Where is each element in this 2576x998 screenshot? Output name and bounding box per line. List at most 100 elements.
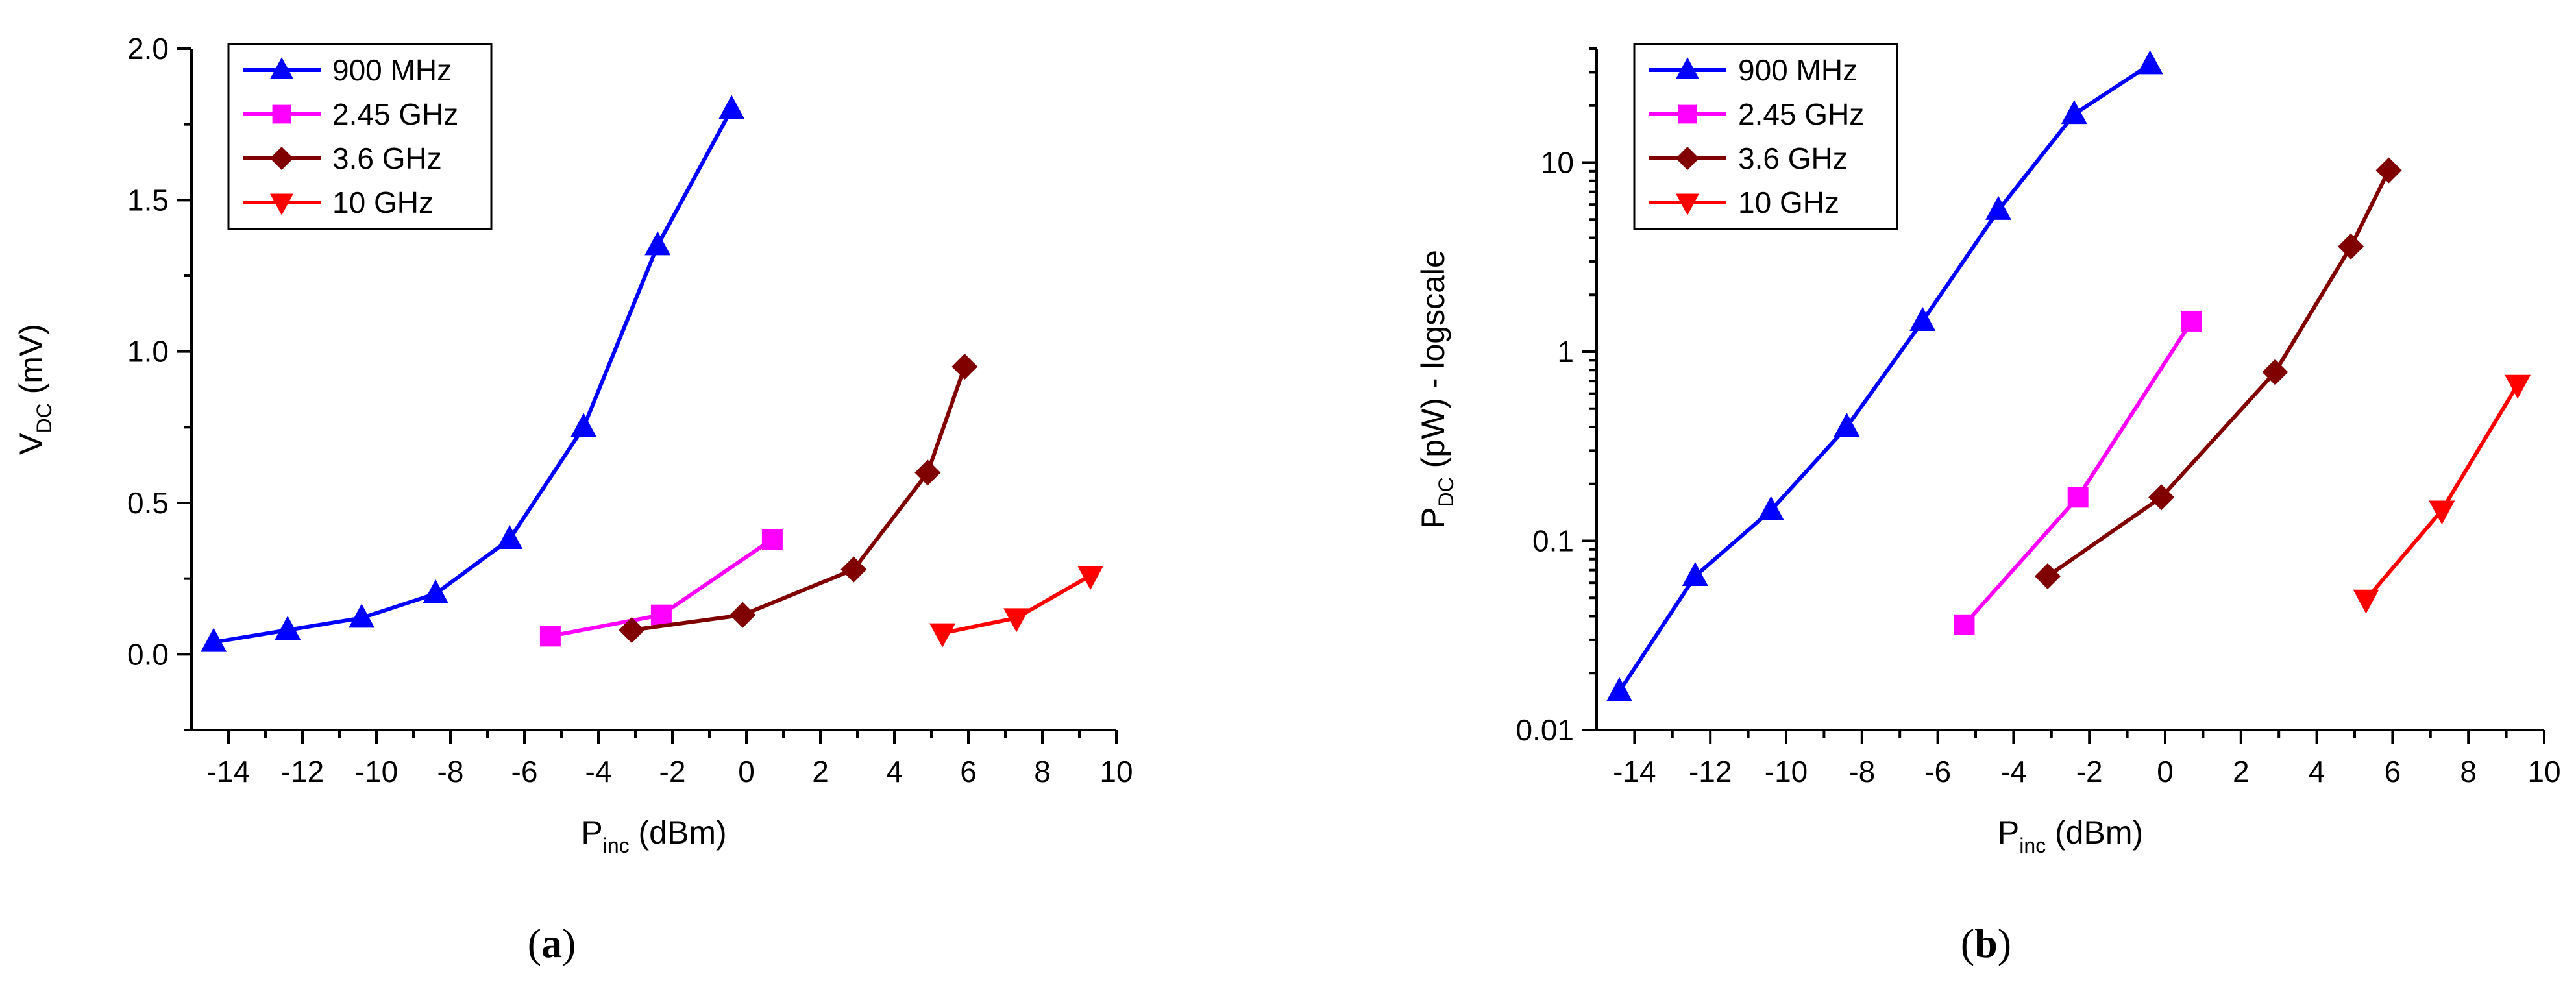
legend-label: 3.6 GHz <box>1738 141 1848 175</box>
y-tick-label: 1.0 <box>127 335 169 369</box>
series-line-3-6-ghz <box>2046 169 2391 578</box>
x-axis-title: Pinc (dBm) <box>1998 814 2143 857</box>
legend-label: 10 GHz <box>1738 186 1839 219</box>
data-point <box>730 602 756 628</box>
data-point <box>201 627 227 652</box>
data-point <box>1606 677 1633 701</box>
series-line-10-ghz <box>2364 383 2520 601</box>
legend-marker <box>1676 57 1699 79</box>
data-point <box>644 231 671 256</box>
data-point <box>2148 484 2175 511</box>
x-tick-label: -4 <box>2000 755 2027 788</box>
data-point <box>570 413 597 437</box>
data-point <box>497 525 523 549</box>
x-tick-label: 6 <box>960 755 977 788</box>
x-tick-label: -10 <box>1765 755 1808 788</box>
y-tick-label: 0.1 <box>1532 524 1574 558</box>
x-tick-label: -12 <box>1689 755 1732 788</box>
data-point <box>840 556 867 583</box>
chart-panel-a: -14 -12 -10 -8 -6 -4 -2 0 2 4 6 8 10 0.0 0.5 1.0 1.5 2.0 P… <box>13 32 1133 966</box>
data-point <box>1834 412 1860 437</box>
data-point <box>951 354 978 380</box>
x-tick-label: -14 <box>207 755 250 788</box>
x-tick-label: 4 <box>2309 755 2325 788</box>
legend-label: 900 MHz <box>1738 53 1858 87</box>
data-point <box>2338 233 2364 260</box>
x-tick-label: -10 <box>355 755 398 788</box>
x-tick-label: 2 <box>812 755 829 788</box>
data-point <box>1077 566 1104 590</box>
data-point <box>2061 100 2087 125</box>
panel-label: (a) <box>528 920 576 966</box>
data-point <box>619 617 645 643</box>
data-point <box>2181 310 2202 332</box>
legend-label: 3.6 GHz <box>332 141 442 175</box>
legend-label: 2.45 GHz <box>1738 97 1864 131</box>
x-tick-label: 0 <box>738 755 755 788</box>
legend-marker <box>1678 104 1697 124</box>
x-tick-label: 8 <box>1034 755 1051 788</box>
legend-marker <box>1676 147 1699 170</box>
y-tick-label: 1.5 <box>127 183 169 217</box>
x-tick-label: 2 <box>2233 755 2250 788</box>
x-tick-label: -8 <box>1848 755 1875 788</box>
legend-marker <box>270 193 293 215</box>
data-point <box>1954 614 1975 635</box>
y-tick-label: 10 <box>1541 146 1574 180</box>
data-point <box>349 603 375 628</box>
data-point <box>1758 496 1784 520</box>
data-point <box>761 529 783 550</box>
legend-label: 10 GHz <box>332 186 434 219</box>
data-point <box>2353 589 2379 614</box>
data-point <box>275 616 301 640</box>
data-point <box>1909 306 1936 331</box>
data-point <box>2429 500 2455 525</box>
y-tick-label: 2.0 <box>127 32 169 66</box>
data-point <box>2505 374 2531 399</box>
data-point <box>2262 359 2288 385</box>
x-tick-label: 10 <box>1099 755 1133 788</box>
data-point <box>650 604 672 626</box>
panel-label: (b) <box>1961 920 2011 966</box>
y-tick-label: 0.0 <box>127 637 169 671</box>
data-point <box>2137 50 2163 75</box>
series-line-900-mhz <box>213 108 733 644</box>
y-tick-label: 0.01 <box>1515 713 1574 747</box>
x-tick-label: -12 <box>281 755 324 788</box>
data-point <box>2034 563 2061 590</box>
x-tick-label: 8 <box>2460 755 2477 788</box>
data-point <box>929 623 956 648</box>
x-tick-label: -14 <box>1613 755 1656 788</box>
chart-panel-b: -14 -12 -10 -8 -6 -4 -2 0 2 4 6 8 10 0.01 0.1 1 10 Pinc (… <box>1415 43 2561 966</box>
x-tick-label: -2 <box>2076 755 2103 788</box>
data-point <box>1003 608 1030 633</box>
legend-marker <box>270 57 293 79</box>
x-tick-label: -6 <box>511 755 538 788</box>
legend-marker <box>270 147 293 170</box>
x-tick-label: 6 <box>2385 755 2401 788</box>
y-axis-title: PDC (pW) - logscale <box>1415 250 1458 529</box>
data-point <box>2067 487 2089 508</box>
y-tick-label: 0.5 <box>127 486 169 520</box>
y-axis-title: VDC (mV) <box>13 324 56 455</box>
legend: 900 MHz 2.45 GHz 3.6 GHz 10 GHz <box>1633 43 1898 230</box>
y-tick-label: 1 <box>1557 335 1574 369</box>
x-tick-label: -2 <box>659 755 686 788</box>
series-line-2-45-ghz <box>1963 320 2194 626</box>
data-point <box>1985 195 2012 220</box>
x-axis-title: Pinc (dBm) <box>581 814 726 857</box>
series-line-900-mhz <box>1617 62 2152 693</box>
data-point <box>539 626 561 647</box>
x-tick-label: 0 <box>2157 755 2174 788</box>
data-point <box>423 579 449 603</box>
legend-label: 900 MHz <box>332 53 452 87</box>
legend-label: 2.45 GHz <box>332 97 458 131</box>
data-point <box>914 459 941 486</box>
x-tick-label: 4 <box>886 755 903 788</box>
data-point <box>2375 157 2402 184</box>
series-line-3-6-ghz <box>631 366 967 632</box>
legend: 900 MHz 2.45 GHz 3.6 GHz 10 GHz <box>227 43 493 230</box>
data-point <box>1682 562 1708 587</box>
x-tick-label: -8 <box>437 755 464 788</box>
